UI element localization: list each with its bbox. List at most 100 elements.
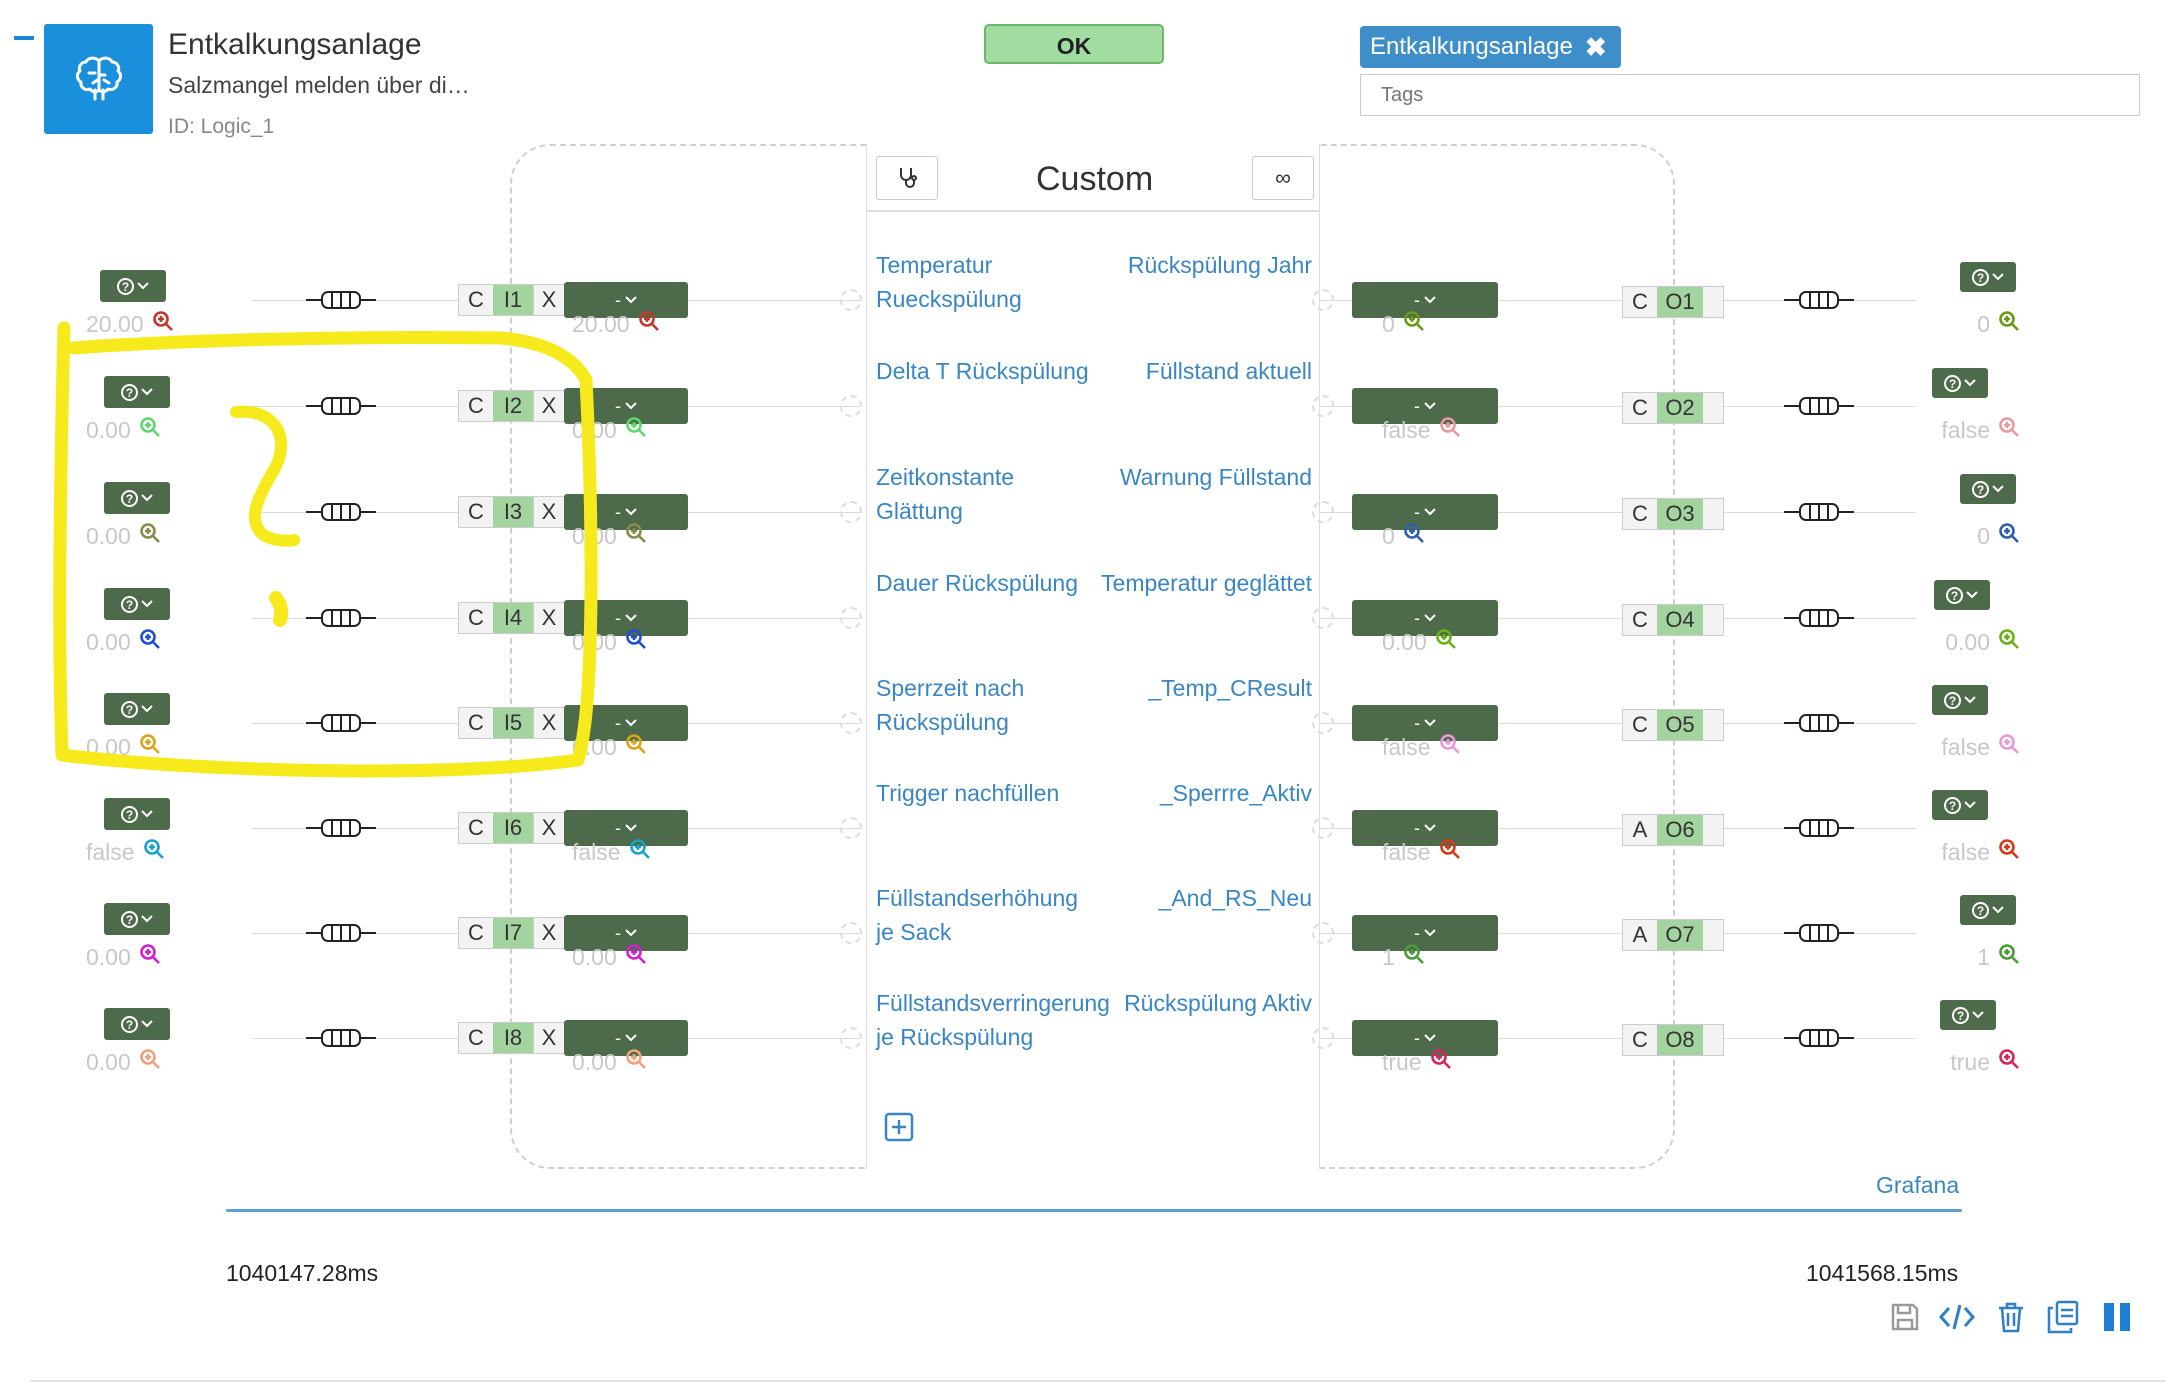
output-type-dropdown[interactable]: ?: [1960, 895, 2016, 925]
zoom-in-icon[interactable]: [625, 1048, 647, 1076]
input-pin[interactable]: [840, 289, 862, 311]
output-type-dropdown[interactable]: ?: [1960, 474, 2016, 504]
output-pin[interactable]: [1312, 289, 1334, 311]
zoom-in-icon[interactable]: [139, 522, 161, 550]
status-ok-button[interactable]: OK: [984, 24, 1164, 64]
trash-icon[interactable]: [1990, 1296, 2032, 1338]
input-port-box[interactable]: C I3 X: [458, 496, 565, 528]
input-pin[interactable]: [840, 922, 862, 944]
input-port-box[interactable]: C I1 X: [458, 284, 565, 316]
disconnect-icon[interactable]: X: [533, 497, 564, 527]
zoom-in-icon[interactable]: [1998, 416, 2020, 444]
connector-icon[interactable]: [1784, 501, 1854, 523]
input-pin[interactable]: [840, 395, 862, 417]
input-type-dropdown[interactable]: ?: [104, 1008, 170, 1040]
input-port-box[interactable]: C I4 X: [458, 602, 565, 634]
connector-icon[interactable]: [1784, 1027, 1854, 1049]
zoom-in-icon[interactable]: [1439, 733, 1461, 761]
zoom-in-icon[interactable]: [1430, 1048, 1452, 1076]
input-type-dropdown[interactable]: ?: [104, 588, 170, 620]
collapse-icon[interactable]: [14, 36, 34, 40]
close-icon[interactable]: ✖: [1584, 31, 1607, 62]
output-pin[interactable]: [1312, 501, 1334, 523]
input-mode-dropdown[interactable]: -: [564, 1020, 688, 1056]
zoom-in-icon[interactable]: [1998, 522, 2020, 550]
input-type-dropdown[interactable]: ?: [104, 693, 170, 725]
input-type-dropdown[interactable]: ?: [104, 376, 170, 408]
output-mode-dropdown[interactable]: -: [1352, 915, 1498, 951]
disconnect-icon[interactable]: X: [533, 918, 564, 948]
output-mode-dropdown[interactable]: -: [1352, 494, 1498, 530]
output-type-dropdown[interactable]: ?: [1934, 580, 1990, 610]
zoom-in-icon[interactable]: [638, 310, 660, 338]
zoom-in-icon[interactable]: [1439, 838, 1461, 866]
zoom-in-icon[interactable]: [1403, 310, 1425, 338]
zoom-in-icon[interactable]: [139, 943, 161, 971]
zoom-in-icon[interactable]: [625, 628, 647, 656]
infinity-icon[interactable]: ∞: [1252, 156, 1314, 200]
input-mode-dropdown[interactable]: -: [564, 810, 688, 846]
input-mode-dropdown[interactable]: -: [564, 915, 688, 951]
connector-icon[interactable]: [1784, 289, 1854, 311]
input-port-box[interactable]: C I8 X: [458, 1022, 565, 1054]
connector-icon[interactable]: [1784, 817, 1854, 839]
output-pin[interactable]: [1312, 922, 1334, 944]
zoom-in-icon[interactable]: [1998, 733, 2020, 761]
output-pin[interactable]: [1312, 607, 1334, 629]
zoom-in-icon[interactable]: [629, 838, 651, 866]
stethoscope-icon[interactable]: [876, 156, 938, 200]
zoom-in-icon[interactable]: [625, 943, 647, 971]
output-type-dropdown[interactable]: ?: [1932, 790, 1988, 820]
input-type-dropdown[interactable]: ?: [104, 482, 170, 514]
input-pin[interactable]: [840, 712, 862, 734]
pause-icon[interactable]: [2096, 1296, 2138, 1338]
zoom-in-icon[interactable]: [152, 310, 174, 338]
grafana-link[interactable]: Grafana: [1876, 1172, 1960, 1198]
output-mode-dropdown[interactable]: -: [1352, 705, 1498, 741]
disconnect-icon[interactable]: X: [533, 708, 564, 738]
connector-icon[interactable]: [306, 395, 376, 417]
connector-icon[interactable]: [1784, 395, 1854, 417]
output-mode-dropdown[interactable]: -: [1352, 282, 1498, 318]
disconnect-icon[interactable]: X: [533, 285, 564, 315]
disconnect-icon[interactable]: X: [533, 813, 564, 843]
output-pin[interactable]: [1312, 1027, 1334, 1049]
tag-chip[interactable]: Entkalkungsanlage ✖: [1360, 26, 1621, 68]
output-port-box[interactable]: C O5: [1622, 709, 1724, 741]
output-port-box[interactable]: C O3: [1622, 498, 1724, 530]
input-pin[interactable]: [840, 817, 862, 839]
disconnect-icon[interactable]: X: [533, 603, 564, 633]
zoom-in-icon[interactable]: [625, 416, 647, 444]
zoom-in-icon[interactable]: [1998, 310, 2020, 338]
connector-icon[interactable]: [1784, 922, 1854, 944]
output-port-box[interactable]: C O2: [1622, 392, 1724, 424]
input-type-dropdown[interactable]: ?: [100, 270, 166, 302]
input-port-box[interactable]: C I5 X: [458, 707, 565, 739]
save-icon[interactable]: [1884, 1296, 1926, 1338]
input-mode-dropdown[interactable]: -: [564, 282, 688, 318]
output-type-dropdown[interactable]: ?: [1960, 262, 2016, 292]
zoom-in-icon[interactable]: [1998, 628, 2020, 656]
zoom-in-icon[interactable]: [1998, 943, 2020, 971]
zoom-in-icon[interactable]: [1998, 838, 2020, 866]
output-mode-dropdown[interactable]: -: [1352, 1020, 1498, 1056]
input-port-box[interactable]: C I6 X: [458, 812, 565, 844]
output-port-box[interactable]: A O7: [1622, 919, 1724, 951]
output-type-dropdown[interactable]: ?: [1932, 368, 1988, 398]
zoom-in-icon[interactable]: [1403, 522, 1425, 550]
input-type-dropdown[interactable]: ?: [104, 903, 170, 935]
timeline-bar[interactable]: [226, 1209, 1962, 1212]
connector-icon[interactable]: [306, 607, 376, 629]
connector-icon[interactable]: [1784, 607, 1854, 629]
zoom-in-icon[interactable]: [139, 628, 161, 656]
output-port-box[interactable]: C O8: [1622, 1024, 1724, 1056]
output-pin[interactable]: [1312, 712, 1334, 734]
connector-icon[interactable]: [306, 922, 376, 944]
zoom-in-icon[interactable]: [625, 522, 647, 550]
connector-icon[interactable]: [306, 1027, 376, 1049]
input-type-dropdown[interactable]: ?: [104, 798, 170, 830]
zoom-in-icon[interactable]: [625, 733, 647, 761]
input-pin[interactable]: [840, 501, 862, 523]
connector-icon[interactable]: [306, 712, 376, 734]
output-port-box[interactable]: C O1: [1622, 286, 1724, 318]
